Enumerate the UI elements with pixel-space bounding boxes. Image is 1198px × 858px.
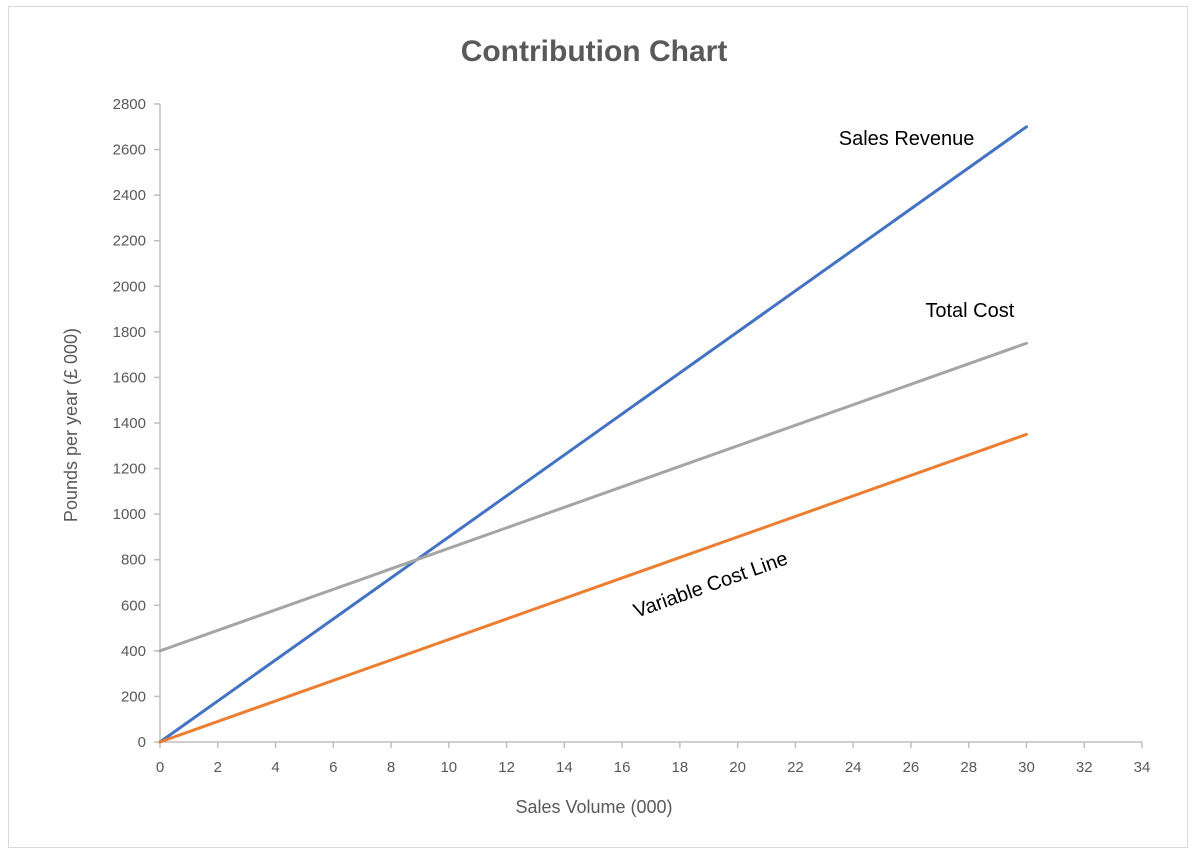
y-axis-title: Pounds per year (£ 000)	[61, 328, 81, 522]
y-tick-label: 600	[121, 597, 146, 614]
x-axis-title: Sales Volume (000)	[515, 797, 672, 817]
chart-frame: Contribution Chart Sales Volume (000) Po…	[8, 6, 1188, 848]
axes	[159, 104, 1142, 743]
y-tick-label: 1200	[113, 461, 146, 478]
series-line-variable-cost	[158, 432, 1028, 744]
x-tick-label: 32	[1076, 759, 1093, 776]
x-tick-label: 24	[845, 759, 862, 776]
x-tick-label: 12	[498, 759, 515, 776]
y-tick-label: 2800	[113, 96, 146, 113]
y-tick-label: 2200	[113, 233, 146, 250]
chart-title: Contribution Chart	[461, 35, 728, 68]
x-tick-label: 34	[1134, 759, 1151, 776]
x-tick-label: 4	[271, 759, 279, 776]
annotation-variable-cost-line: Variable Cost Line	[631, 548, 791, 623]
x-tick-label: 6	[329, 759, 337, 776]
y-tick-label: 0	[138, 734, 146, 751]
annotation-sales-revenue: Sales Revenue	[839, 128, 975, 150]
annotation-total-cost: Total Cost	[925, 300, 1014, 322]
y-tick-label: 2400	[113, 187, 146, 204]
y-tick-label: 1400	[113, 415, 146, 432]
series-line-total-cost	[158, 341, 1028, 653]
y-tick-label: 1600	[113, 369, 146, 386]
y-tick-label: 800	[121, 552, 146, 569]
x-tick-label: 14	[556, 759, 573, 776]
x-tick-label: 8	[387, 759, 395, 776]
x-tick-label: 2	[214, 759, 222, 776]
y-tick-label: 400	[121, 643, 146, 660]
y-tick-label: 2000	[113, 278, 146, 295]
x-tick-label: 18	[672, 759, 689, 776]
series-line-sales-revenue	[158, 125, 1028, 744]
x-tick-label: 28	[960, 759, 977, 776]
y-tick-label: 1000	[113, 506, 146, 523]
y-tick-label: 1800	[113, 324, 146, 341]
y-tick-label: 2600	[113, 142, 146, 159]
x-tick-label: 16	[614, 759, 631, 776]
ticks: 0 2 4 6 8 10 12 14 16 18 20 22 24 26 28 30 32 34020040060…	[113, 96, 1151, 776]
y-tick-label: 200	[121, 688, 146, 705]
x-tick-label: 30	[1018, 759, 1035, 776]
x-tick-label: 0	[156, 759, 164, 776]
x-tick-label: 26	[903, 759, 920, 776]
x-tick-label: 22	[787, 759, 804, 776]
series-lines	[158, 125, 1028, 744]
contribution-chart: Contribution Chart Sales Volume (000) Po…	[61, 35, 1151, 817]
x-tick-label: 20	[729, 759, 746, 776]
x-tick-label: 10	[440, 759, 457, 776]
